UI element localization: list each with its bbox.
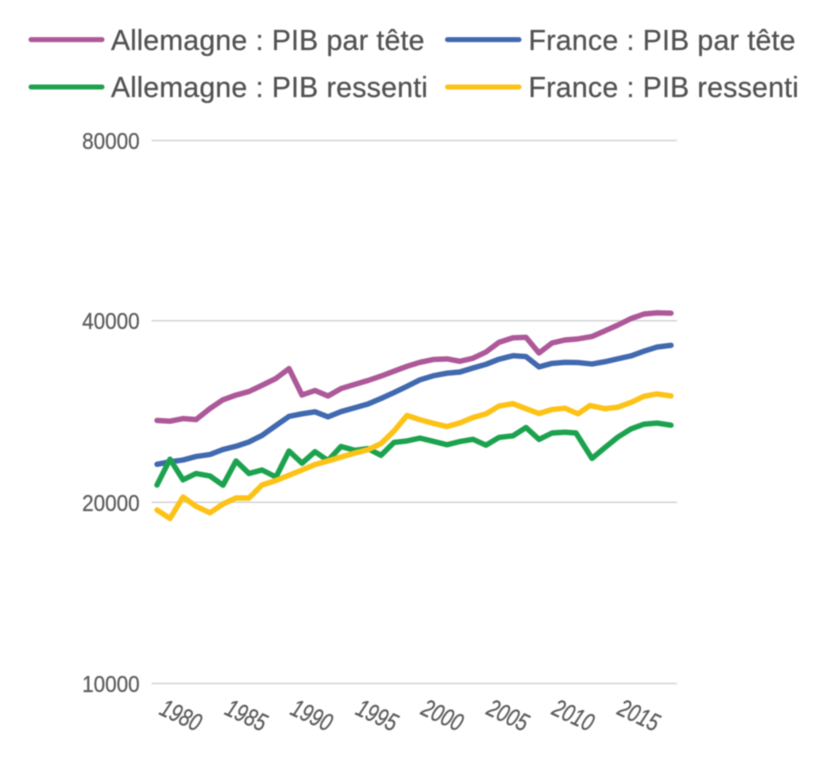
svg-text:France : PIB ressenti: France : PIB ressenti (529, 72, 799, 104)
svg-text:France : PIB par tête: France : PIB par tête (529, 25, 796, 57)
svg-text:Allemagne : PIB ressenti: Allemagne : PIB ressenti (111, 72, 428, 104)
svg-text:10000: 10000 (82, 671, 140, 697)
svg-text:20000: 20000 (82, 490, 140, 516)
svg-text:40000: 40000 (82, 308, 140, 334)
svg-text:80000: 80000 (82, 128, 140, 154)
svg-text:Allemagne : PIB par tête: Allemagne : PIB par tête (111, 25, 425, 57)
